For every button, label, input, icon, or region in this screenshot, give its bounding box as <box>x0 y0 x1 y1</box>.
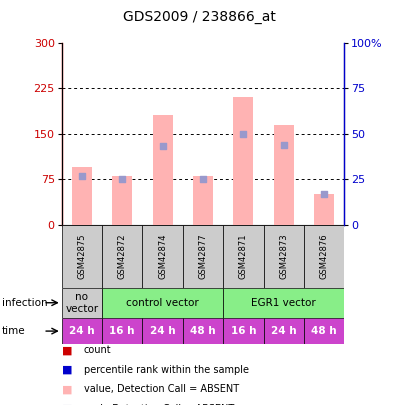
Bar <box>102 318 142 344</box>
Text: EGR1 vector: EGR1 vector <box>252 298 316 308</box>
Bar <box>183 318 223 344</box>
Bar <box>112 176 132 225</box>
Bar <box>304 318 344 344</box>
Bar <box>142 318 183 344</box>
Bar <box>62 318 102 344</box>
Bar <box>223 318 263 344</box>
Bar <box>263 225 304 288</box>
Text: value, Detection Call = ABSENT: value, Detection Call = ABSENT <box>84 384 239 394</box>
Text: 48 h: 48 h <box>311 326 337 336</box>
Text: GSM42871: GSM42871 <box>239 233 248 279</box>
Text: control vector: control vector <box>126 298 199 308</box>
Point <box>321 191 327 197</box>
Text: count: count <box>84 345 111 355</box>
Bar <box>62 288 102 318</box>
Text: ■: ■ <box>62 345 72 355</box>
Bar <box>304 225 344 288</box>
Bar <box>152 115 173 225</box>
Bar <box>62 225 102 288</box>
Text: 24 h: 24 h <box>69 326 95 336</box>
Point <box>281 141 287 148</box>
Bar <box>263 318 304 344</box>
Text: GDS2009 / 238866_at: GDS2009 / 238866_at <box>123 10 275 24</box>
Text: ■: ■ <box>62 384 72 394</box>
Text: time: time <box>2 326 25 336</box>
Text: 16 h: 16 h <box>230 326 256 336</box>
Point <box>200 176 206 182</box>
Text: percentile rank within the sample: percentile rank within the sample <box>84 365 249 375</box>
Text: GSM42874: GSM42874 <box>158 233 167 279</box>
Point <box>79 173 85 179</box>
Bar <box>223 288 344 318</box>
Bar <box>183 225 223 288</box>
Text: GSM42876: GSM42876 <box>320 233 329 279</box>
Text: rank, Detection Call = ABSENT: rank, Detection Call = ABSENT <box>84 404 234 405</box>
Text: 48 h: 48 h <box>190 326 216 336</box>
Text: GSM42872: GSM42872 <box>118 233 127 279</box>
Point <box>119 176 125 182</box>
Text: no
vector: no vector <box>65 292 98 313</box>
Text: GSM42877: GSM42877 <box>199 233 207 279</box>
Bar <box>273 124 294 225</box>
Text: GSM42875: GSM42875 <box>77 233 86 279</box>
Bar <box>233 97 254 225</box>
Point <box>160 143 166 149</box>
Text: ■: ■ <box>62 365 72 375</box>
Text: GSM42873: GSM42873 <box>279 233 288 279</box>
Text: ■: ■ <box>62 404 72 405</box>
Text: 24 h: 24 h <box>150 326 176 336</box>
Bar <box>72 167 92 225</box>
Bar <box>102 288 223 318</box>
Text: 24 h: 24 h <box>271 326 297 336</box>
Bar <box>314 194 334 225</box>
Point <box>240 130 246 137</box>
Text: infection: infection <box>2 298 48 308</box>
Bar <box>142 225 183 288</box>
Bar <box>223 225 263 288</box>
Bar <box>193 176 213 225</box>
Bar <box>102 225 142 288</box>
Text: 16 h: 16 h <box>109 326 135 336</box>
